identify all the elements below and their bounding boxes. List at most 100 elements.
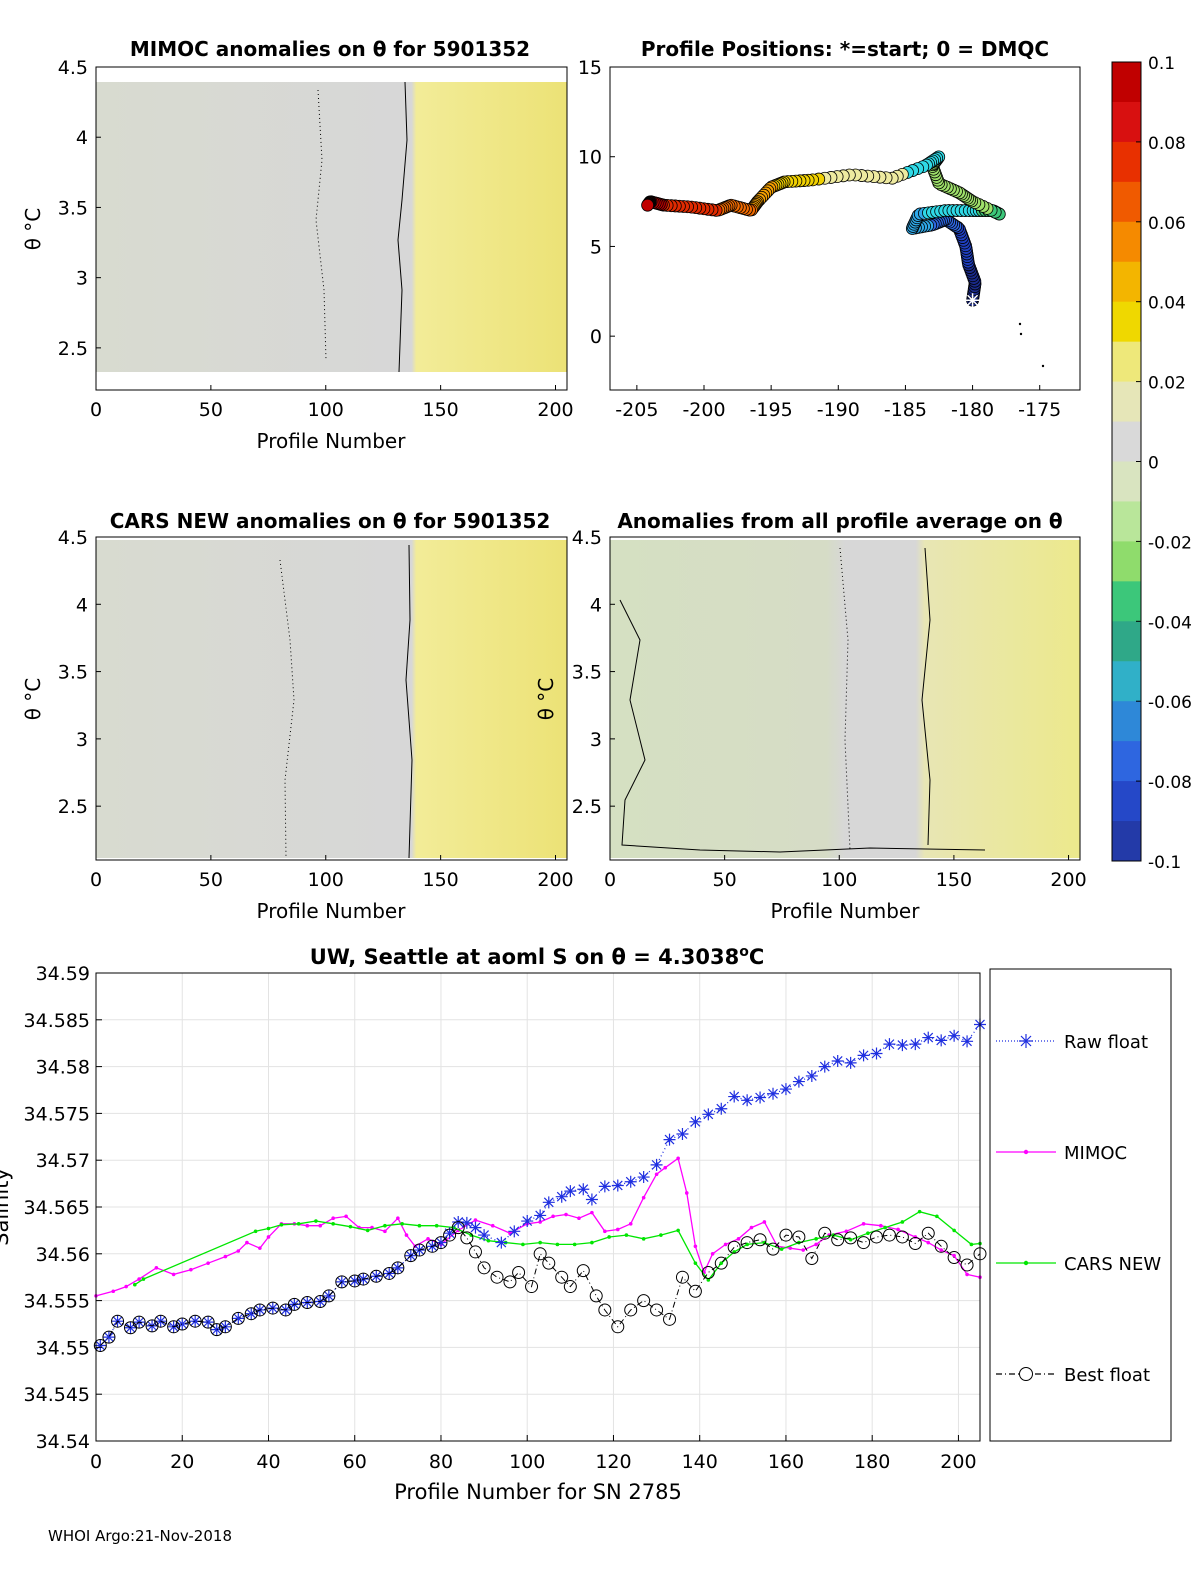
x-tick-label: 180	[854, 1451, 890, 1473]
data-point	[693, 1261, 698, 1265]
x-tick-label: 100	[308, 399, 344, 421]
data-point	[383, 1223, 387, 1228]
data-point	[723, 1242, 728, 1247]
y-tick-label: 10	[578, 147, 602, 169]
average-heatmap-panel: Anomalies from all profile average on θ …	[534, 509, 1087, 923]
data-point	[434, 1223, 439, 1228]
data-point	[598, 1180, 611, 1193]
cars-contour-dotted	[279, 559, 295, 859]
y-tick-label: 4.5	[58, 57, 88, 79]
x-tick-label: 50	[199, 869, 223, 891]
x-tick-label: -180	[951, 399, 994, 421]
average-contour	[921, 547, 931, 846]
data-point	[102, 1330, 116, 1344]
data-point	[624, 1175, 637, 1188]
colorbar-block	[1112, 621, 1141, 662]
data-point	[538, 1220, 542, 1224]
data-point	[870, 1047, 883, 1060]
data-point	[766, 1242, 780, 1256]
data-point	[133, 1282, 137, 1287]
cars-axes-frame	[95, 536, 568, 861]
data-point	[611, 1320, 625, 1334]
data-point	[533, 1247, 547, 1261]
data-point	[564, 1185, 577, 1198]
data-point	[676, 1127, 689, 1140]
legend-marker	[1019, 1367, 1033, 1381]
data-point	[525, 1280, 539, 1294]
data-point	[322, 1289, 335, 1302]
data-point	[266, 1226, 271, 1231]
colorbar-block	[1112, 581, 1141, 622]
mimoc-ylabel: θ °C	[21, 208, 45, 251]
data-point	[542, 1256, 556, 1270]
data-point	[788, 1246, 793, 1250]
colorbar-tick-label: -0.02	[1148, 533, 1192, 553]
x-tick-label: 0	[90, 399, 102, 421]
data-point	[555, 1242, 560, 1247]
data-point	[879, 1223, 883, 1228]
data-point	[253, 1229, 258, 1234]
data-point	[861, 1222, 866, 1226]
data-point	[253, 1303, 267, 1317]
y-tick-label: 4	[76, 594, 88, 616]
data-point	[585, 1193, 598, 1206]
data-point	[331, 1222, 335, 1226]
data-point	[318, 1223, 323, 1228]
y-tick-label: 34.575	[24, 1103, 90, 1125]
data-point	[628, 1222, 633, 1226]
x-tick-label: 100	[509, 1451, 545, 1473]
data-point	[900, 1220, 905, 1224]
data-point	[93, 1339, 107, 1353]
x-tick-label: -200	[682, 399, 725, 421]
y-tick-label: 2.5	[58, 338, 88, 360]
data-point	[701, 1266, 715, 1280]
salinity-ylabel: Salinity	[0, 1168, 13, 1246]
data-point	[244, 1307, 258, 1321]
data-point	[218, 1320, 232, 1334]
data-point	[909, 1038, 922, 1051]
y-tick-label: 34.56	[36, 1244, 90, 1266]
data-point	[801, 1248, 805, 1252]
data-point	[818, 1060, 831, 1073]
data-point	[383, 1229, 387, 1234]
data-point	[478, 1229, 491, 1242]
data-point	[331, 1216, 335, 1221]
salinity-title: UW, Seattle at aoml S on θ = 4.3038oC	[310, 944, 765, 969]
y-tick-label: 3	[76, 268, 88, 290]
colorbar-tick-label: -0.08	[1148, 773, 1192, 793]
data-point	[460, 1216, 473, 1229]
data-point	[926, 1240, 931, 1245]
data-point	[279, 1222, 284, 1227]
data-point	[590, 1210, 594, 1215]
data-point	[468, 1245, 482, 1259]
data-point	[490, 1270, 504, 1284]
data-point	[555, 1190, 568, 1203]
data-point	[935, 1034, 948, 1047]
colorbar-ticks: 0.1 0.08 0.06 0.04 0.02 0 -0.02 -0.04 -0.06 -0.08…	[1136, 54, 1192, 873]
footer-stamp: WHOI Argo:21-Nov-2018	[48, 1527, 232, 1545]
colorbar-tick-label: 0.04	[1148, 294, 1186, 314]
data-point	[762, 1220, 767, 1224]
data-point	[356, 1272, 370, 1286]
data-point	[335, 1275, 349, 1289]
y-tick-label: 3.5	[58, 662, 88, 684]
legend: Raw float MIMOC CARS NEW Best float	[989, 968, 1172, 1442]
data-point	[452, 1225, 456, 1230]
data-point	[952, 1228, 956, 1233]
salinity-ticks: 0 20 40 60 80 100 120 140 160 180 200 34.54 34.545 34…	[24, 963, 977, 1473]
data-point	[391, 1261, 405, 1275]
average-xlabel: Profile Number	[771, 899, 921, 923]
colorbar-block	[1112, 781, 1141, 822]
data-point	[417, 1223, 422, 1228]
x-tick-label: -185	[884, 399, 927, 421]
position-dot	[1019, 332, 1023, 336]
x-tick-label: 200	[940, 1451, 976, 1473]
y-tick-label: 34.59	[36, 963, 90, 985]
data-point	[641, 1195, 646, 1200]
data-point	[779, 1083, 792, 1096]
data-point	[572, 1242, 577, 1247]
legend-marker	[1023, 1260, 1029, 1266]
data-point	[939, 1248, 943, 1252]
data-point	[245, 1307, 258, 1320]
data-point	[287, 1297, 301, 1311]
